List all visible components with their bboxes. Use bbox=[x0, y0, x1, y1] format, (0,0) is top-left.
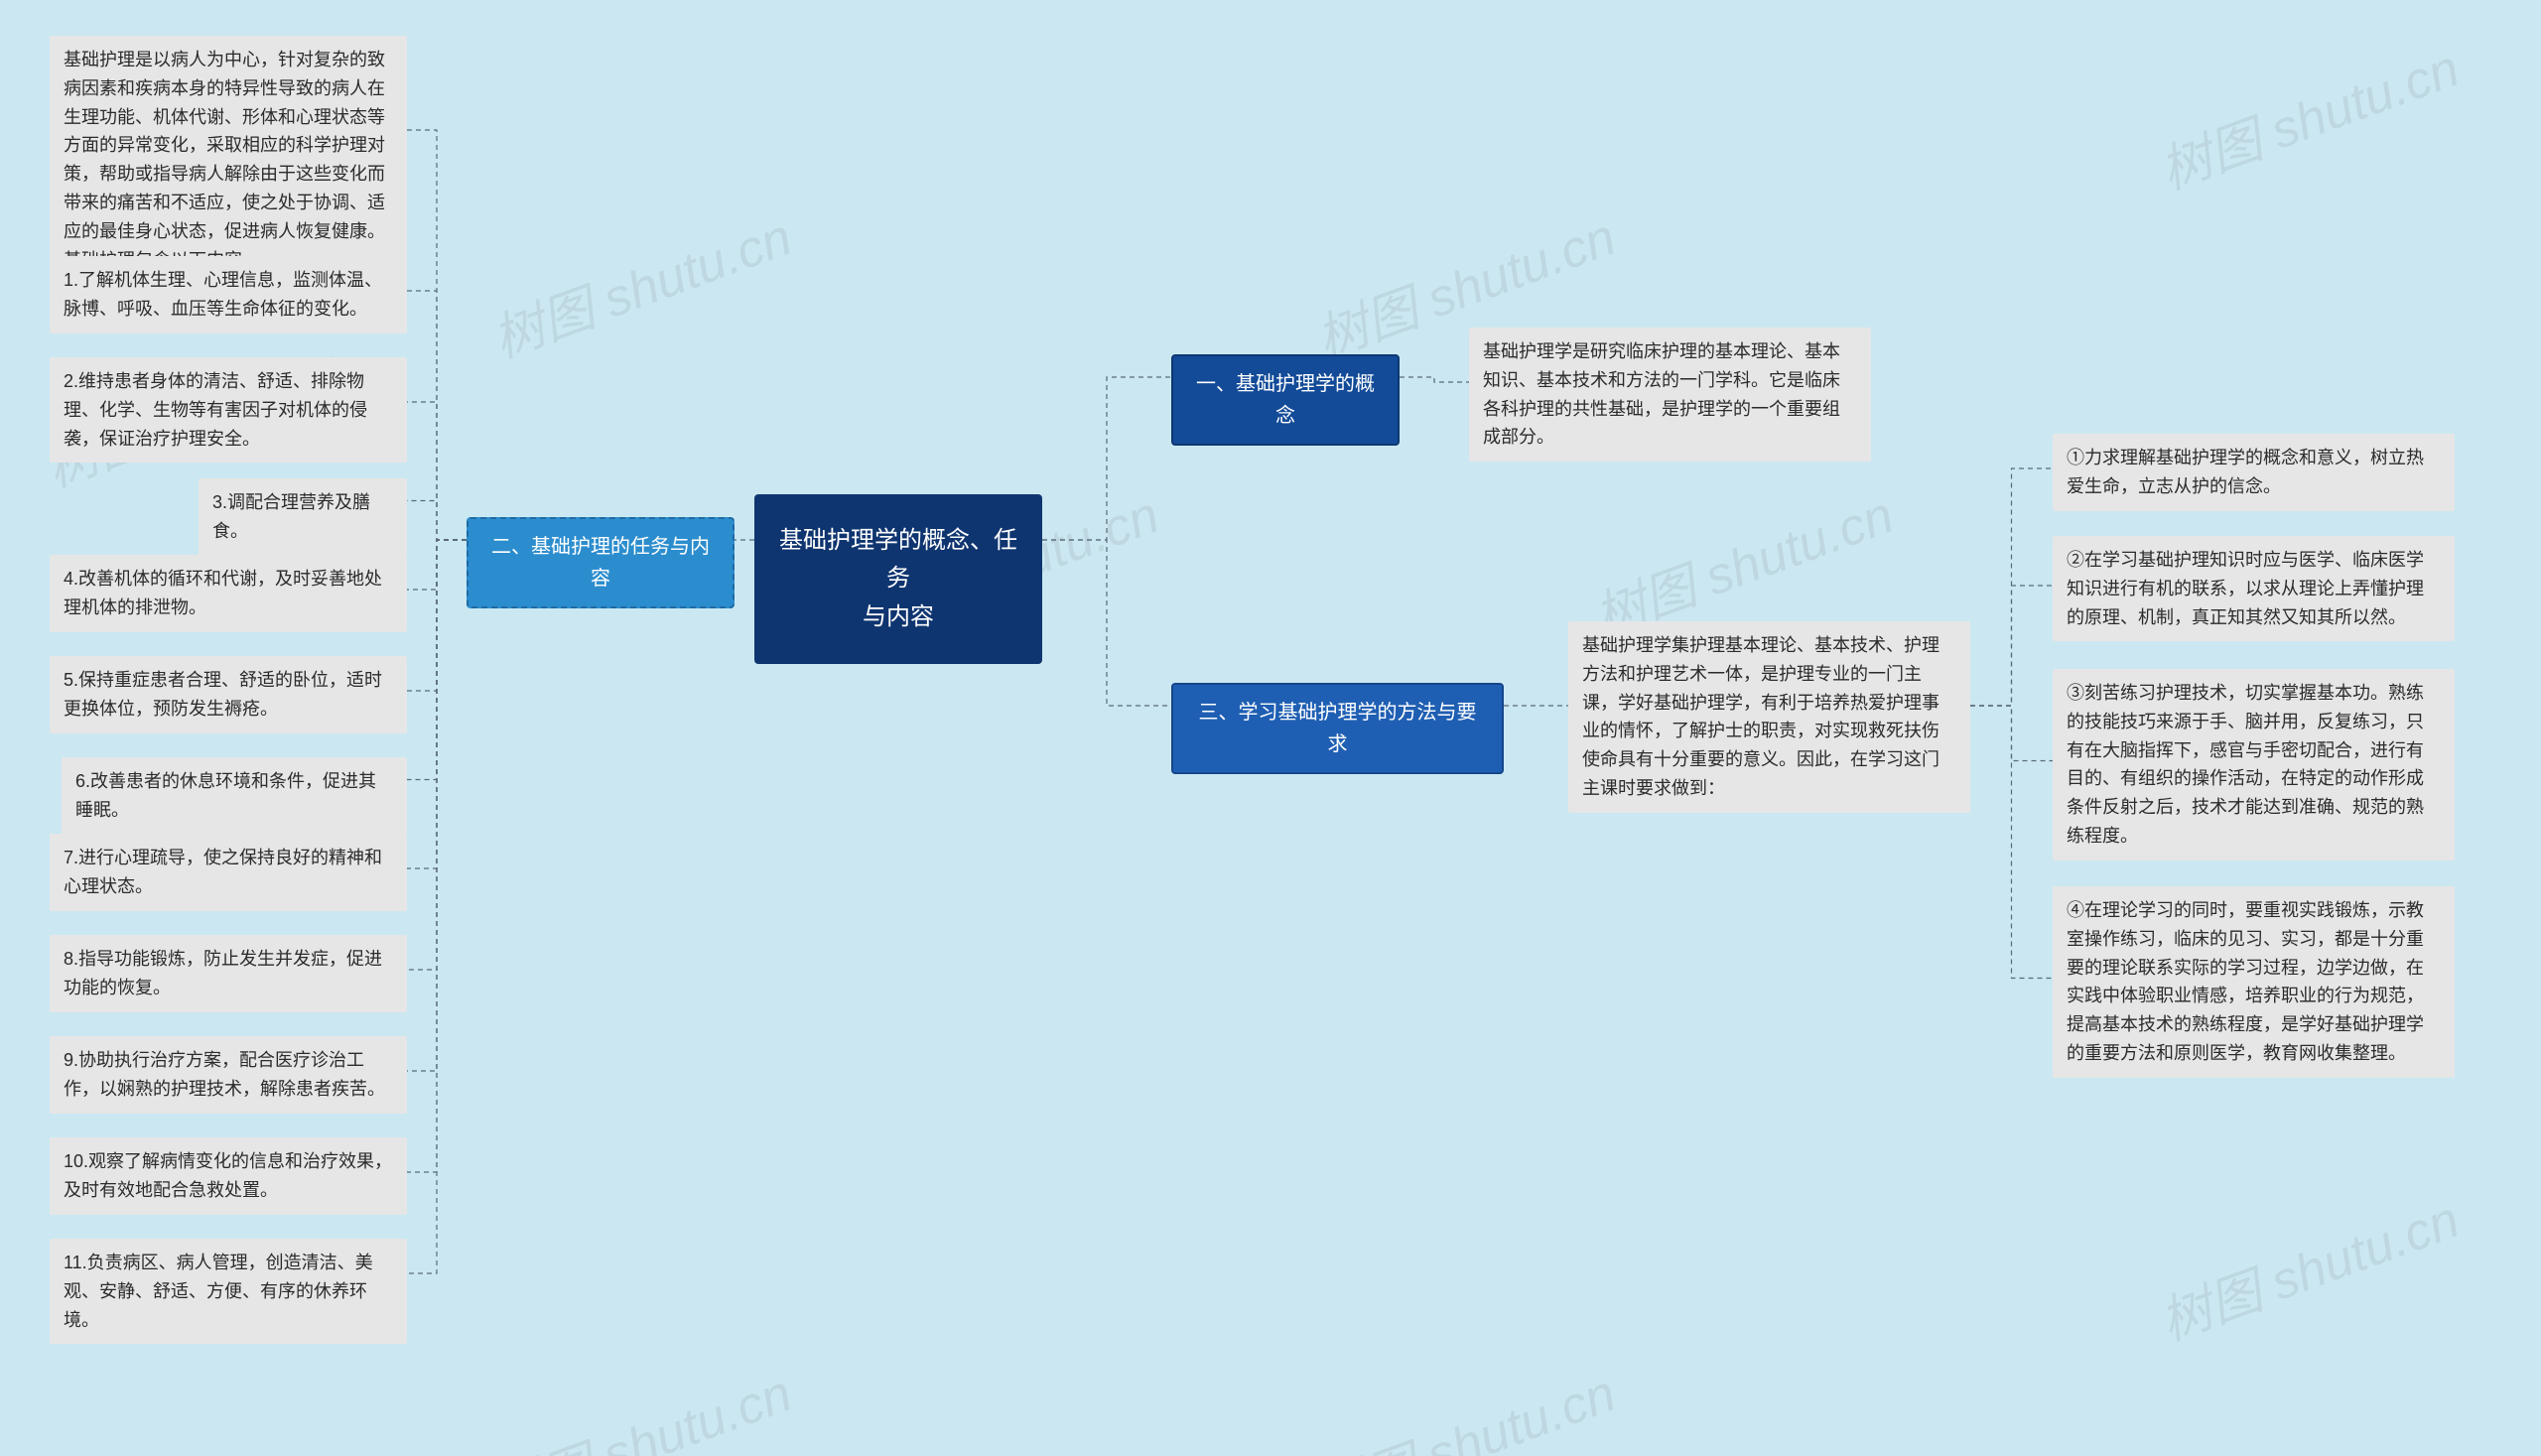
branch-concept[interactable]: 一、基础护理学的概念 bbox=[1171, 354, 1400, 446]
branch-tasks[interactable]: 二、基础护理的任务与内容 bbox=[467, 517, 735, 608]
leaf-tasks-3[interactable]: 3.调配合理营养及膳食。 bbox=[199, 478, 407, 556]
watermark: 树图 shutu.cn bbox=[480, 1352, 800, 1456]
leaf-tasks-5[interactable]: 5.保持重症患者合理、舒适的卧位，适时更换体位，预防发生褥疮。 bbox=[50, 656, 407, 733]
leaf-tasks-7[interactable]: 7.进行心理疏导，使之保持良好的精神和心理状态。 bbox=[50, 834, 407, 911]
branch-methods[interactable]: 三、学习基础护理学的方法与要求 bbox=[1171, 683, 1504, 774]
watermark: 树图 shutu.cn bbox=[2148, 27, 2468, 203]
watermark: 树图 shutu.cn bbox=[480, 196, 800, 372]
leaf-tasks-intro[interactable]: 基础护理是以病人为中心，针对复杂的致病因素和疾病本身的特异性导致的病人在生理功能… bbox=[50, 36, 407, 284]
central-topic[interactable]: 基础护理学的概念、任务 与内容 bbox=[754, 494, 1042, 664]
leaf-methods-4[interactable]: ④在理论学习的同时，要重视实践锻炼，示教室操作练习，临床的见习、实习，都是十分重… bbox=[2053, 886, 2455, 1078]
watermark: 树图 shutu.cn bbox=[1304, 1352, 1624, 1456]
leaf-methods-3[interactable]: ③刻苦练习护理技术，切实掌握基本功。熟练的技能技巧来源于手、脑并用，反复练习，只… bbox=[2053, 669, 2455, 860]
leaf-tasks-9[interactable]: 9.协助执行治疗方案，配合医疗诊治工作，以娴熟的护理技术，解除患者疾苦。 bbox=[50, 1036, 407, 1114]
leaf-tasks-10[interactable]: 10.观察了解病情变化的信息和治疗效果，及时有效地配合急救处置。 bbox=[50, 1137, 407, 1215]
leaf-tasks-6[interactable]: 6.改善患者的休息环境和条件，促进其睡眠。 bbox=[62, 757, 407, 835]
leaf-tasks-11[interactable]: 11.负责病区、病人管理，创造清洁、美观、安静、舒适、方便、有序的休养环境。 bbox=[50, 1239, 407, 1344]
leaf-tasks-2[interactable]: 2.维持患者身体的清洁、舒适、排除物理、化学、生物等有害因子对机体的侵袭，保证治… bbox=[50, 357, 407, 463]
leaf-tasks-8[interactable]: 8.指导功能锻炼，防止发生并发症，促进功能的恢复。 bbox=[50, 935, 407, 1012]
leaf-tasks-1[interactable]: 1.了解机体生理、心理信息，监测体温、脉博、呼吸、血压等生命体征的变化。 bbox=[50, 256, 407, 333]
leaf-methods-1[interactable]: ①力求理解基础护理学的概念和意义，树立热爱生命，立志从护的信念。 bbox=[2053, 434, 2455, 511]
leaf-methods-2[interactable]: ②在学习基础护理知识时应与医学、临床医学知识进行有机的联系，以求从理论上弄懂护理… bbox=[2053, 536, 2455, 641]
leaf-methods-desc[interactable]: 基础护理学集护理基本理论、基本技术、护理方法和护理艺术一体，是护理专业的一门主课… bbox=[1568, 621, 1970, 813]
leaf-tasks-4[interactable]: 4.改善机体的循环和代谢，及时妥善地处理机体的排泄物。 bbox=[50, 555, 407, 632]
watermark: 树图 shutu.cn bbox=[2148, 1178, 2468, 1355]
leaf-concept-desc[interactable]: 基础护理学是研究临床护理的基本理论、基本知识、基本技术和方法的一门学科。它是临床… bbox=[1469, 328, 1871, 462]
